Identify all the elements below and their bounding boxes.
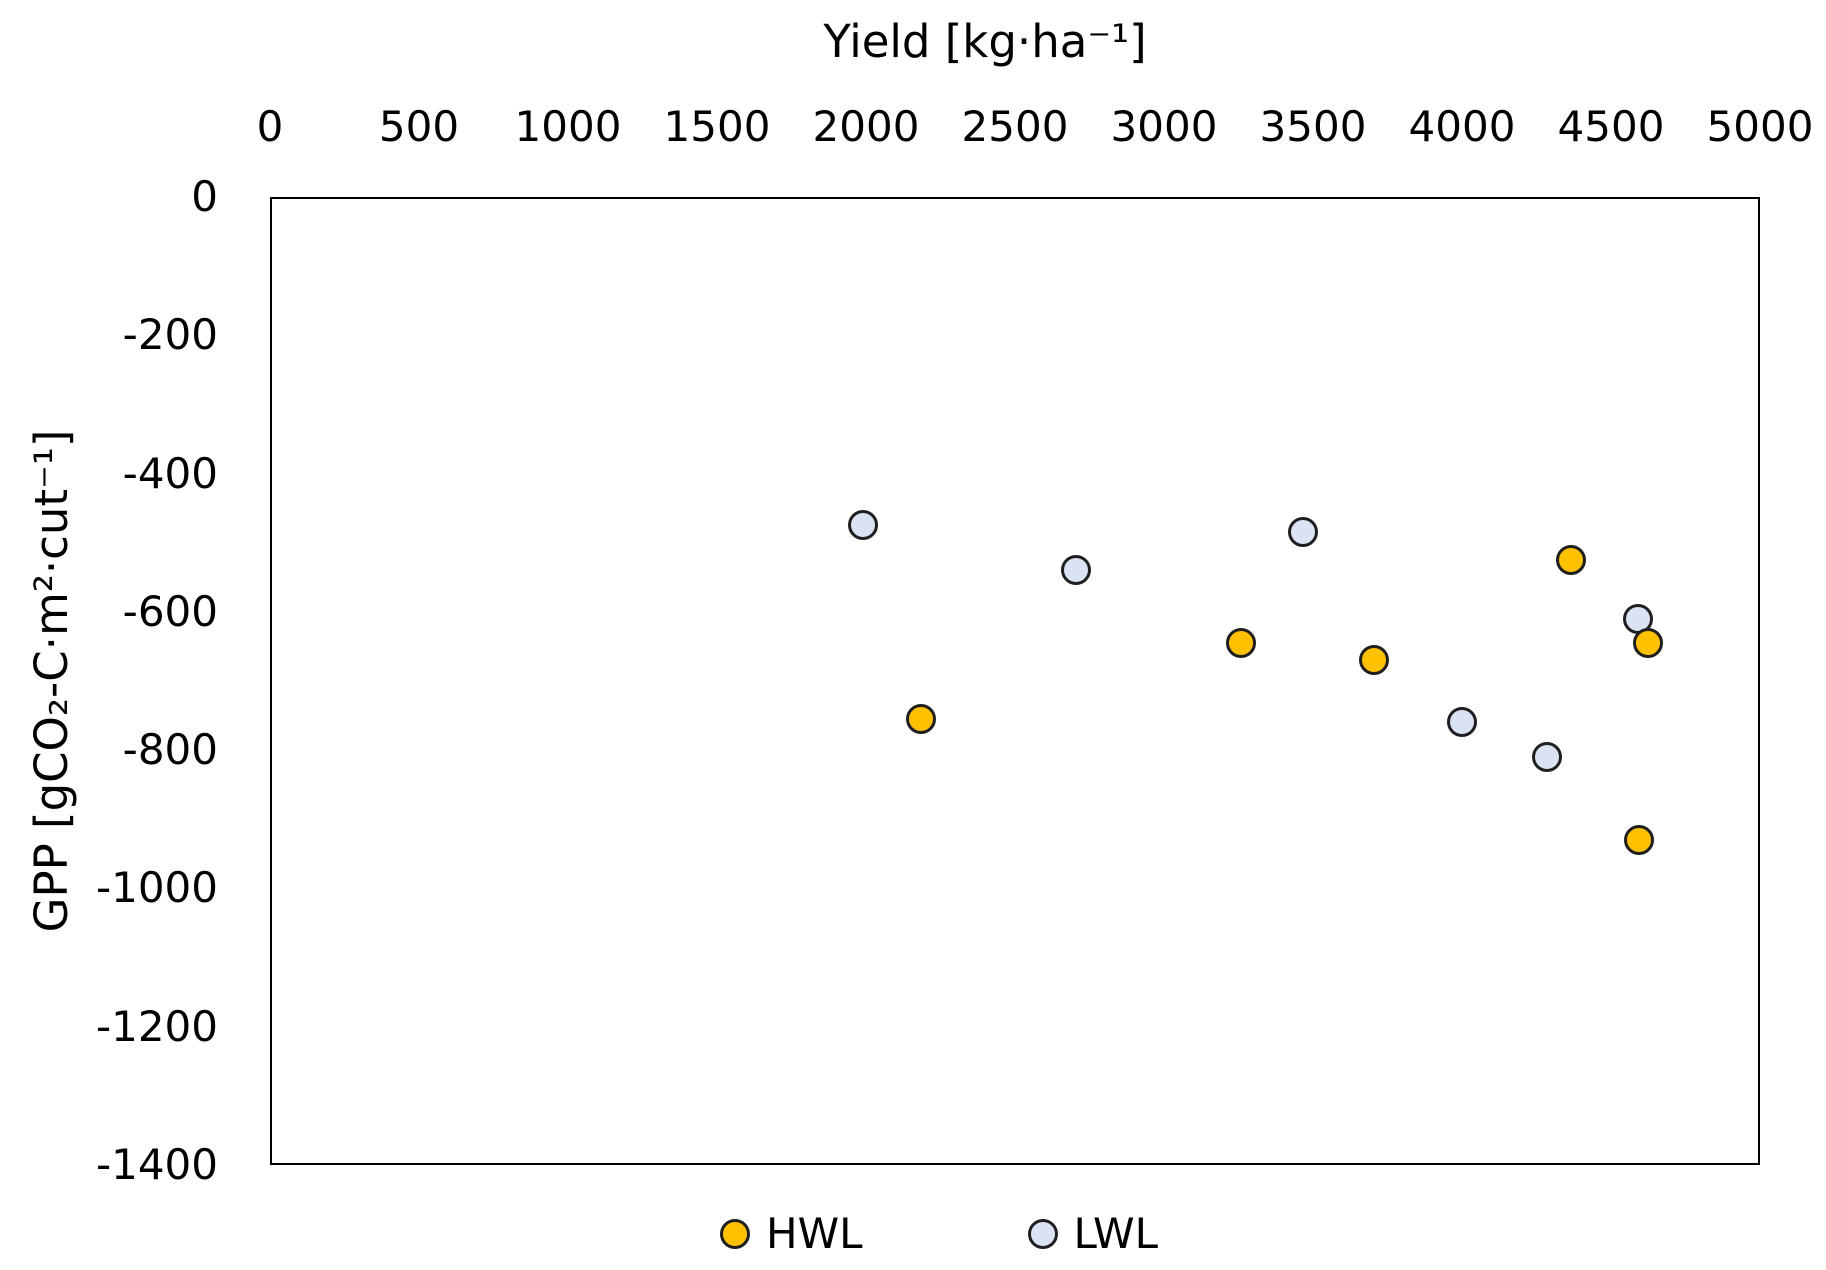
y-tick-label: -1000 xyxy=(95,863,218,913)
data-point-lwl xyxy=(1287,517,1318,548)
x-tick-label: 3000 xyxy=(1110,102,1218,151)
data-point-hwl xyxy=(1633,627,1664,658)
y-tick-label: -600 xyxy=(122,586,218,636)
legend-label-hwl: HWL xyxy=(766,1209,863,1258)
x-tick-label: 4000 xyxy=(1408,102,1516,151)
legend-label-lwl: LWL xyxy=(1073,1209,1158,1258)
data-point-lwl xyxy=(1061,555,1092,586)
y-tick-label: 0 xyxy=(191,172,218,221)
data-point-lwl xyxy=(1531,742,1562,773)
legend-marker-lwl-icon xyxy=(1027,1219,1058,1249)
x-tick-label: 3500 xyxy=(1259,102,1367,151)
x-tick-label: 1500 xyxy=(663,102,771,151)
data-point-hwl xyxy=(1359,645,1390,676)
data-point-hwl xyxy=(1555,545,1586,575)
x-tick-label: 500 xyxy=(378,102,460,151)
x-axis-title: Yield [kg·ha⁻¹] xyxy=(823,15,1147,68)
y-tick-label: -200 xyxy=(122,310,218,360)
legend-marker-hwl-icon xyxy=(720,1219,750,1249)
y-tick-label: -800 xyxy=(122,725,218,775)
x-tick-label: 0 xyxy=(256,102,284,151)
data-point-hwl xyxy=(1624,825,1655,856)
y-tick-label: -1400 xyxy=(95,1140,218,1189)
data-point-lwl xyxy=(848,510,879,541)
legend: HWL LWL xyxy=(720,1210,1158,1258)
y-tick-label: -1200 xyxy=(95,1001,218,1051)
x-tick-label: 2000 xyxy=(812,102,920,151)
x-tick-label: 4500 xyxy=(1557,102,1665,151)
y-tick-label: -400 xyxy=(122,448,218,498)
legend-item-lwl: LWL xyxy=(1027,1209,1158,1258)
x-tick-label: 2500 xyxy=(961,102,1069,151)
x-tick-label: 1000 xyxy=(514,102,622,151)
data-point-hwl xyxy=(1226,627,1257,658)
data-point-lwl xyxy=(1447,707,1477,738)
data-point-hwl xyxy=(906,704,937,735)
x-tick-label: 5000 xyxy=(1706,102,1814,151)
plot-area xyxy=(270,197,1760,1165)
legend-item-hwl: HWL xyxy=(720,1210,863,1258)
y-axis-title: GPP [gCO₂-C·m²·cut⁻¹] xyxy=(25,429,78,933)
